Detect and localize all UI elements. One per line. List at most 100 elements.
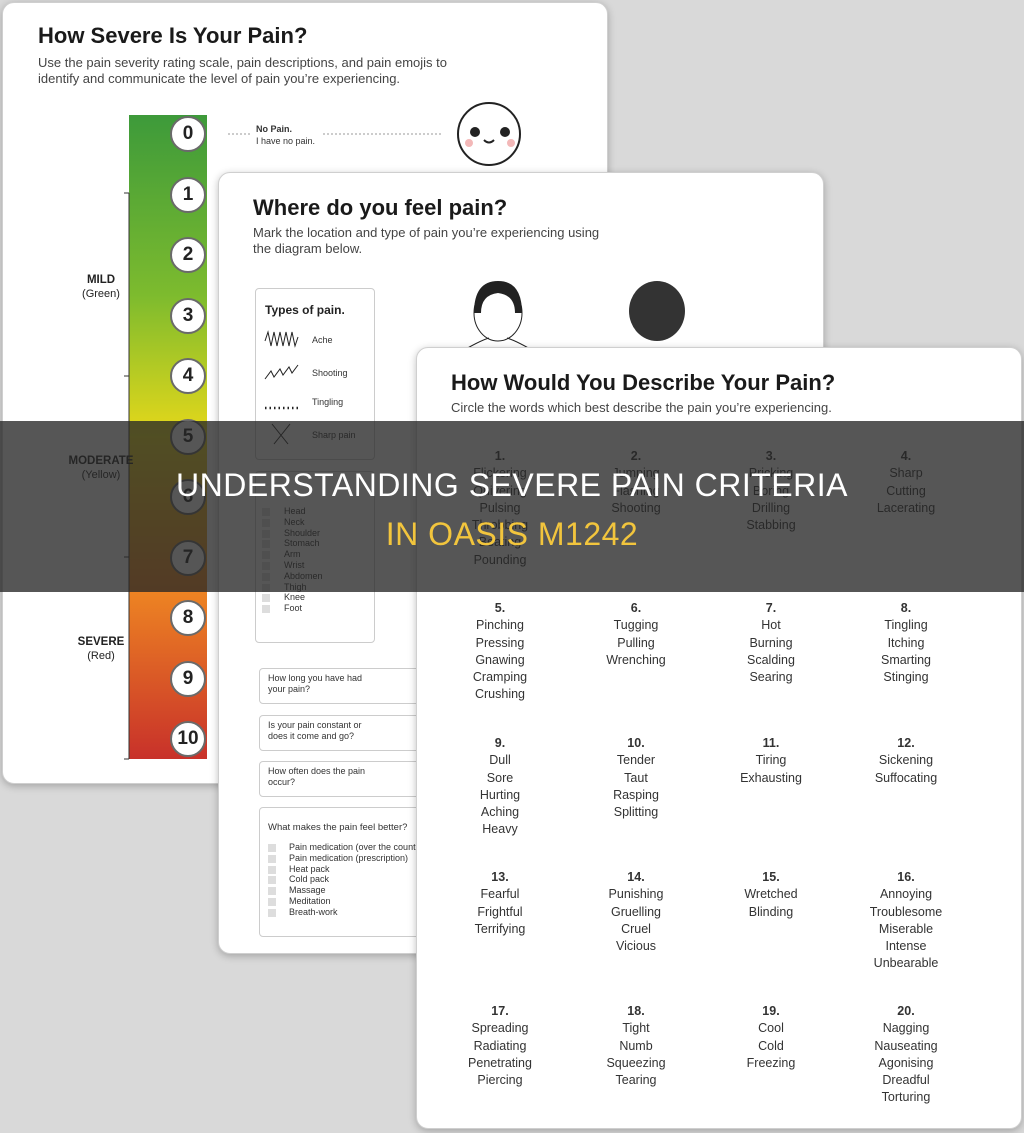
- level-number: 1: [170, 176, 206, 213]
- question-box: [259, 668, 436, 704]
- pain-word: Nauseating: [874, 1038, 938, 1053]
- group-number: 5.: [494, 601, 506, 615]
- pain-word: Tender: [616, 753, 656, 768]
- card-subtitle: Circle the words which best describe the…: [451, 400, 832, 415]
- pain-word: Penetrating: [468, 1055, 532, 1070]
- pain-word: Gruelling: [610, 904, 662, 919]
- pain-word: Terrifying: [474, 921, 526, 936]
- word-group: 17. Spreading Radiating Penetrating Piercing: [435, 1003, 565, 1089]
- word-group: 10. Tender Taut Rasping Splitting: [571, 735, 701, 821]
- group-number: 16.: [897, 870, 915, 884]
- emoji-face: [457, 102, 521, 166]
- word-group: 8. Tingling Itching Smarting Stinging: [841, 600, 971, 686]
- better-item: Meditation: [289, 896, 331, 906]
- zero-desc: I have no pain.: [256, 136, 316, 146]
- emoji-cheek: [465, 139, 473, 147]
- word-group: 16. Annoying Troublesome Miserable Intense Un…: [841, 869, 971, 973]
- pain-word: Taut: [624, 770, 648, 785]
- checkbox: [268, 844, 276, 852]
- pain-word: Pinching: [476, 618, 524, 633]
- pain-word: Spreading: [471, 1021, 529, 1036]
- checkbox: [268, 898, 276, 906]
- word-group: 6. Tugging Pulling Wrenching: [571, 600, 701, 669]
- banner-line2: IN OASIS M1242: [385, 516, 639, 552]
- pain-word: Dreadful: [882, 1073, 930, 1088]
- better-item: Massage: [289, 885, 326, 896]
- pain-word: Vicious: [615, 939, 657, 954]
- emoji-cheek: [507, 139, 515, 147]
- pain-word: Suffocating: [874, 770, 938, 785]
- pain-word: Intense: [885, 939, 927, 954]
- checkbox: [262, 594, 270, 603]
- pain-word: Wrenching: [606, 652, 666, 667]
- emoji-eye: [500, 127, 510, 137]
- group-number: 15.: [762, 870, 780, 884]
- question-box: [259, 715, 436, 751]
- zero-label: No Pain.: [256, 124, 293, 134]
- word-group: 9. Dull Sore Hurting Aching Heavy: [435, 735, 565, 839]
- pain-word: Punishing: [608, 887, 664, 902]
- pain-word: Wretched: [744, 887, 798, 902]
- types-title: Types of pain.: [265, 303, 345, 317]
- word-group: 18. Tight Numb Squeezing Tearing: [571, 1003, 701, 1089]
- word-group: 14. Punishing Gruelling Cruel Vicious: [571, 869, 701, 955]
- pain-word: Frightful: [477, 904, 523, 919]
- body-part: Foot: [284, 603, 303, 614]
- word-group: 7. Hot Burning Scalding Searing: [706, 600, 836, 686]
- pain-word: Tingling: [884, 618, 928, 633]
- pain-word: Torturing: [881, 1090, 931, 1105]
- level-number: 3: [170, 297, 206, 334]
- pain-word: Aching: [480, 805, 520, 820]
- card-subtitle: Use the pain severity rating scale, pain…: [38, 55, 447, 86]
- shooting-icon: [264, 364, 299, 380]
- question: Is your pain constant or does it come an…: [268, 720, 362, 741]
- pain-word: Searing: [749, 670, 793, 685]
- checkbox: [268, 908, 276, 917]
- pain-word: Cruel: [621, 921, 651, 936]
- level-number: 10: [170, 721, 206, 757]
- pain-word: Agonising: [878, 1055, 934, 1070]
- pain-word: Pulling: [617, 635, 655, 650]
- better-item: Heat pack: [289, 863, 330, 874]
- banner-line1: UNDERSTANDING SEVERE PAIN CRITERIA: [176, 467, 848, 503]
- ache-icon: [264, 330, 299, 348]
- level-number: 8: [170, 600, 206, 636]
- pain-word: Sore: [486, 770, 514, 785]
- pain-word: Itching: [887, 635, 925, 650]
- head-back: [629, 281, 685, 341]
- group-number: 18.: [627, 1004, 645, 1018]
- pain-word: Nagging: [882, 1021, 930, 1036]
- pain-word: Burning: [749, 635, 793, 650]
- checkbox: [262, 605, 270, 614]
- body-part: Knee: [284, 592, 306, 603]
- pain-word: Heavy: [482, 822, 518, 837]
- pain-word: Cold: [758, 1038, 784, 1053]
- word-group: 15. Wretched Blinding: [706, 869, 836, 921]
- better-title: What makes the pain feel better?: [268, 822, 408, 833]
- group-number: 20.: [897, 1004, 915, 1018]
- level-number: 4: [170, 358, 206, 394]
- hair-front: [474, 281, 522, 313]
- group-number: 19.: [762, 1004, 780, 1018]
- group-number: 9.: [494, 736, 506, 750]
- pain-word: Stinging: [883, 670, 929, 685]
- zone-color: (Green): [82, 288, 120, 300]
- card-title: Where do you feel pain?: [253, 195, 508, 220]
- pain-word: Splitting: [613, 805, 659, 820]
- emoji-eye: [470, 127, 480, 137]
- pain-word: Blinding: [748, 904, 794, 919]
- checkbox: [268, 887, 276, 896]
- pain-word: Unbearable: [873, 956, 939, 971]
- pain-word: Radiating: [473, 1038, 527, 1053]
- pain-word: Tiring: [755, 753, 787, 768]
- pain-word: Numb: [619, 1038, 653, 1053]
- card-title: How Would You Describe Your Pain?: [451, 370, 836, 395]
- better-item: Breath-work: [289, 906, 338, 917]
- checkbox: [268, 865, 276, 874]
- word-group: 5. Pinching Pressing Gnawing Cramping Crushin…: [435, 600, 565, 704]
- pain-word: Freezing: [746, 1055, 796, 1070]
- pain-word: Troublesome: [869, 904, 943, 919]
- zone-label: MILD (Green): [56, 273, 146, 301]
- pain-word: Pressing: [475, 635, 525, 650]
- group-number: 7.: [765, 601, 777, 615]
